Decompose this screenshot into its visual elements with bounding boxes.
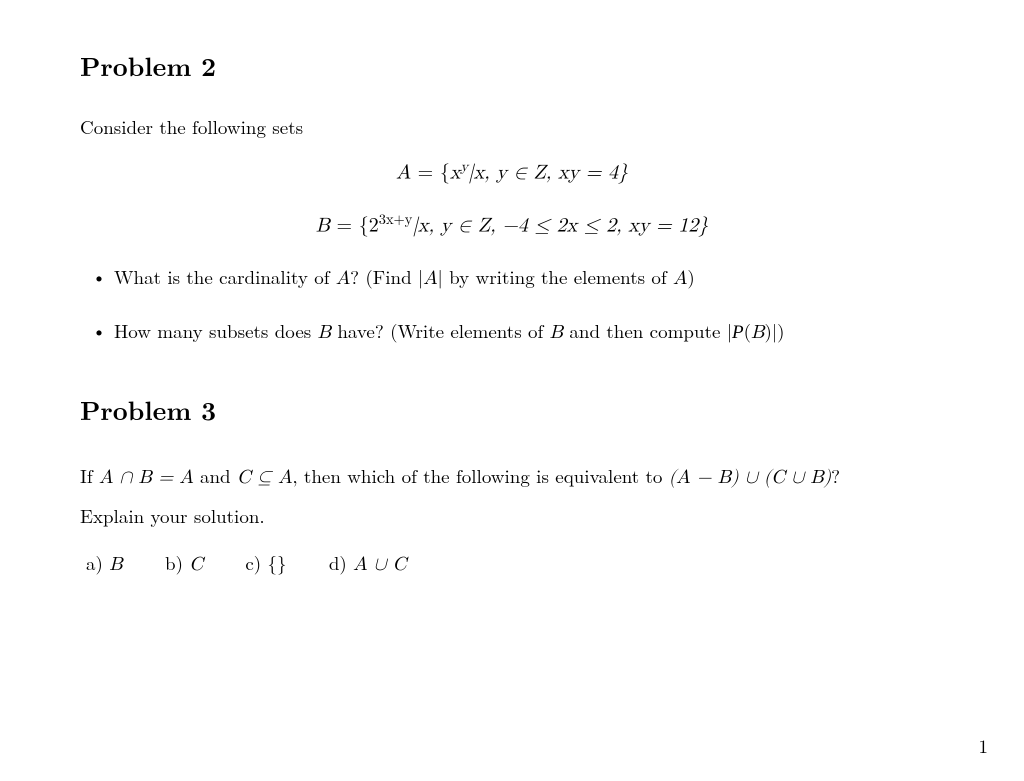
bullet1-pre: What is the cardinality of (114, 263, 336, 290)
bullet1-A2: A (423, 269, 437, 288)
p3-m1: A ∩ B = A (99, 468, 194, 487)
opt-c-lbl: c) (245, 549, 267, 576)
option-d: d) A ∪ C (329, 549, 407, 580)
problem-2-intro: Consider the following sets (80, 113, 944, 142)
bullet1-mid: ? (Find | (350, 263, 423, 290)
opt-a-lbl: a) (86, 549, 109, 576)
p3-t3: ? (831, 462, 840, 489)
set-a-name: A (396, 162, 411, 182)
bullet2-P: P (732, 322, 744, 343)
bullet2-B3: B (751, 323, 764, 342)
p3-pre: If (80, 462, 99, 489)
p3-t1: and (194, 462, 237, 489)
page-content: Problem 2 Consider the following sets A … (0, 0, 1024, 579)
set-b-name: B (316, 216, 330, 236)
set-b-definition: B = {23x+y|x, y ∈ Z, −4 ≤ 2x ≤ 2, xy = 1… (80, 209, 944, 241)
set-a-eq: = { (411, 162, 450, 182)
set-b-eq: = { (330, 216, 369, 236)
option-c: c) {} (245, 549, 286, 578)
p3-m3: (A − B) ∪ (C ∪ B) (669, 468, 831, 487)
bullet2-B: B (318, 323, 331, 342)
set-b-cond: |x, y ∈ Z, −4 ≤ 2x ≤ 2, xy = 12} (412, 216, 708, 236)
set-b-base: 2 (369, 216, 379, 236)
set-b-exp: 3x+y (379, 212, 413, 227)
bullet1-end: ) (687, 263, 694, 290)
p3-t2: , then which of the following is equival… (292, 462, 668, 489)
opt-a-val: B (109, 555, 122, 574)
option-a: a) B (86, 549, 123, 580)
bullet2-mid2: and then compute | (563, 317, 732, 344)
problem-3-prompt: If A ∩ B = A and C ⊆ A, then which of th… (80, 457, 944, 535)
bullet1-A3: A (673, 269, 687, 288)
set-a-base: x (450, 162, 461, 182)
opt-c-val: {} (268, 549, 287, 576)
opt-d-lbl: d) (329, 549, 353, 576)
opt-d-val: A ∪ C (353, 555, 406, 574)
set-b-exp-text: 3x+y (379, 212, 413, 227)
set-a-definition: A = {xy|x, y ∈ Z, xy = 4} (80, 156, 944, 188)
bullet2-pre: How many subsets does (114, 317, 318, 344)
bullet1-A: A (336, 269, 350, 288)
problem-2-heading: Problem 2 (80, 46, 944, 85)
bullet-cardinality: What is the cardinality of A? (Find |A| … (114, 263, 944, 294)
option-b: b) C (165, 549, 203, 580)
bullet2-mid: have? (Write elements of (331, 317, 550, 344)
problem-2-bullets: What is the cardinality of A? (Find |A| … (80, 263, 944, 348)
p3-m2: C ⊆ A (237, 468, 292, 487)
set-a-exp: y (460, 159, 468, 174)
opt-b-lbl: b) (165, 549, 189, 576)
page-number: 1 (978, 732, 988, 759)
bullet1-mid2: | by writing the elements of (438, 263, 674, 290)
bullet2-end: )|) (764, 317, 784, 344)
p3-explain: Explain your solution. (80, 502, 265, 529)
problem-3-options: a) B b) C c) {} d) A ∪ C (80, 549, 944, 580)
bullet-subsets: How many subsets does B have? (Write ele… (114, 317, 944, 348)
bullet2-paren: ( (744, 317, 751, 344)
bullet2-B2: B (550, 323, 563, 342)
set-a-cond: |x, y ∈ Z, xy = 4} (468, 162, 628, 182)
problem-3-heading: Problem 3 (80, 390, 944, 429)
opt-b-val: C (189, 555, 203, 574)
